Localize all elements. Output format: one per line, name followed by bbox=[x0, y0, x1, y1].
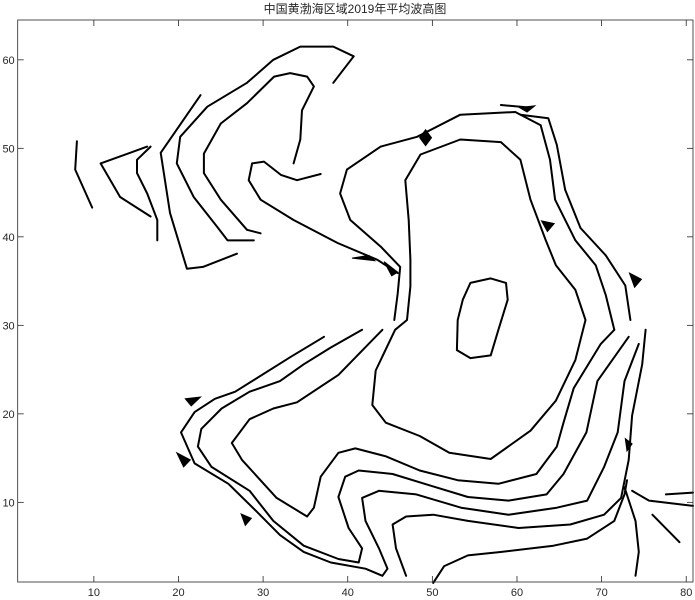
filled-patch bbox=[624, 437, 633, 453]
filled-patch bbox=[517, 105, 537, 113]
contour-line-south-4 bbox=[391, 328, 647, 577]
contour-line-bohai-4 bbox=[159, 94, 238, 270]
contour-line-center-oval bbox=[455, 277, 509, 360]
chart-title: 中国黄渤海区域2019年平均波高图 bbox=[264, 1, 447, 16]
y-tick-label: 50 bbox=[2, 143, 14, 155]
y-tick-label: 10 bbox=[2, 497, 14, 509]
y-tick-label: 30 bbox=[2, 320, 14, 332]
contour-lines bbox=[74, 45, 694, 584]
contour-line-bohai-3 bbox=[175, 45, 355, 242]
x-tick-label: 50 bbox=[426, 587, 438, 599]
contour-line-bohai-1 bbox=[247, 160, 399, 275]
contour-line-southeast-4 bbox=[651, 513, 681, 544]
contour-line-south-1 bbox=[230, 328, 616, 518]
axes-box bbox=[17, 19, 694, 583]
y-tick-label: 40 bbox=[2, 232, 14, 244]
x-tick-label: 60 bbox=[511, 587, 523, 599]
filled-patch bbox=[383, 261, 399, 277]
y-tick-label: 20 bbox=[2, 409, 14, 421]
contour-line-east-coast bbox=[519, 113, 632, 321]
filled-patches bbox=[175, 105, 643, 527]
filled-patch bbox=[240, 512, 253, 527]
x-tick-label: 30 bbox=[257, 587, 269, 599]
contour-line-inner-loop bbox=[371, 138, 587, 460]
y-tick-label: 60 bbox=[2, 55, 14, 67]
x-axis: 10 20 30 40 50 60 70 80 bbox=[88, 20, 692, 599]
x-tick-label: 40 bbox=[342, 587, 354, 599]
filled-patch bbox=[175, 451, 192, 468]
contour-line-south-5 bbox=[432, 479, 628, 584]
filled-patch bbox=[184, 396, 202, 407]
contour-line-southeast-3 bbox=[664, 491, 694, 496]
x-tick-label: 20 bbox=[172, 587, 184, 599]
filled-patch bbox=[351, 254, 377, 262]
y-axis: 10 20 30 40 50 60 bbox=[2, 55, 693, 509]
filled-patch bbox=[419, 128, 433, 147]
contour-line-west-3 bbox=[74, 140, 94, 209]
contour-line-south-2 bbox=[196, 328, 630, 564]
filled-patch bbox=[628, 272, 643, 289]
contour-line-southeast-2 bbox=[631, 489, 694, 507]
contour-line-bohai-2 bbox=[202, 72, 315, 235]
contour-line-strait-line bbox=[339, 111, 616, 331]
contour-line-south-3 bbox=[180, 335, 640, 577]
x-tick-label: 70 bbox=[595, 587, 607, 599]
x-tick-label: 10 bbox=[88, 587, 100, 599]
x-tick-label: 80 bbox=[680, 587, 692, 599]
filled-patch bbox=[540, 220, 556, 233]
contour-line-southeast-1 bbox=[623, 486, 640, 577]
contour-line-west-1 bbox=[136, 145, 159, 242]
contour-line-west-2 bbox=[99, 145, 152, 218]
